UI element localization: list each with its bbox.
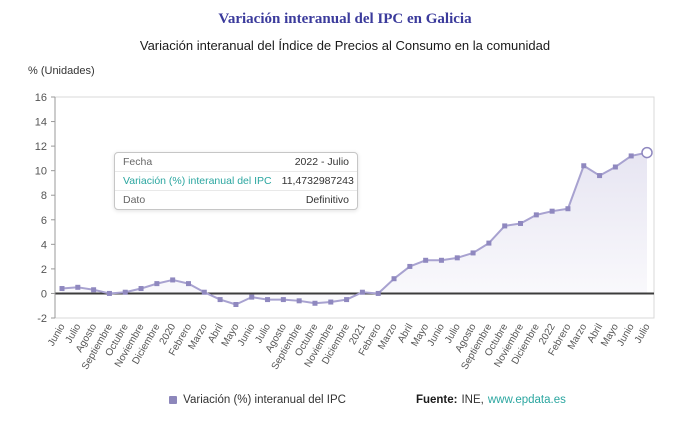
- legend: Variación (%) interanual del IPC: [169, 394, 346, 406]
- tooltip-row-dato: Dato Definitivo: [115, 191, 357, 209]
- data-point-marker[interactable]: [312, 300, 318, 306]
- tooltip-label-variacion: Variación (%) interanual del IPC: [123, 175, 272, 187]
- legend-marker-icon: [169, 396, 178, 404]
- data-point-marker[interactable]: [138, 286, 144, 292]
- data-point-marker[interactable]: [438, 257, 444, 263]
- tooltip-label-dato: Dato: [123, 194, 146, 206]
- source-agency: INE,: [461, 394, 484, 406]
- data-point-marker[interactable]: [106, 290, 112, 296]
- tooltip-row-fecha: Fecha 2022 - Julio: [115, 153, 357, 172]
- tooltip-value-dato: Definitivo: [305, 194, 349, 206]
- data-point-marker[interactable]: [91, 287, 97, 293]
- data-point-marker[interactable]: [502, 223, 508, 229]
- data-point-marker[interactable]: [518, 220, 524, 226]
- data-point-marker[interactable]: [407, 263, 413, 269]
- x-axis-tick-label: Junio: [236, 322, 258, 349]
- tooltip-label-fecha: Fecha: [123, 156, 153, 168]
- data-point-marker[interactable]: [296, 298, 302, 304]
- y-axis-tick-label: 10: [35, 166, 47, 178]
- y-axis-unit-label: % (Unidades): [28, 65, 95, 77]
- y-axis-tick-label: 8: [41, 190, 47, 202]
- data-point-marker[interactable]: [470, 250, 476, 256]
- data-point-marker[interactable]: [612, 164, 618, 170]
- tooltip-row-variacion: Variación (%) interanual del IPC 11,4732…: [115, 172, 357, 191]
- data-point-marker[interactable]: [533, 212, 539, 218]
- y-axis-tick-label: 12: [35, 141, 47, 153]
- data-point-marker[interactable]: [170, 277, 176, 283]
- x-axis-tick-label: Junio: [46, 322, 68, 349]
- y-axis-tick-label: 16: [35, 92, 47, 104]
- y-axis-tick-label: 4: [41, 239, 47, 251]
- data-point-marker[interactable]: [185, 281, 191, 287]
- chart-tooltip: Fecha 2022 - Julio Variación (%) interan…: [114, 152, 358, 210]
- data-point-marker[interactable]: [549, 208, 555, 214]
- data-point-marker[interactable]: [628, 153, 634, 159]
- source-attribution: Fuente: INE, www.epdata.es: [416, 394, 566, 406]
- data-point-marker[interactable]: [486, 240, 492, 246]
- data-point-marker[interactable]: [122, 289, 128, 295]
- x-axis-tick-label: Julio: [633, 322, 653, 346]
- data-point-marker[interactable]: [565, 206, 571, 212]
- x-axis-tick-label: Junio: [615, 322, 637, 349]
- legend-label: Variación (%) interanual del IPC: [183, 394, 346, 406]
- chart-subtitle: Variación interanual del Índice de Preci…: [139, 38, 551, 53]
- data-point-marker[interactable]: [59, 286, 65, 292]
- tooltip-value-variacion: 11,4732987243: [281, 175, 354, 187]
- data-point-marker[interactable]: [391, 276, 397, 282]
- y-axis-tick-label: 2: [41, 264, 47, 276]
- data-point-marker[interactable]: [75, 284, 81, 290]
- data-point-marker[interactable]: [280, 297, 286, 303]
- series-line: [61, 151, 648, 306]
- data-point-marker[interactable]: [328, 299, 334, 305]
- source-label: Fuente:: [415, 394, 458, 406]
- data-point-marker[interactable]: [597, 173, 603, 179]
- tooltip-value-fecha: 2022 - Julio: [294, 156, 349, 168]
- data-point-marker[interactable]: [344, 297, 350, 303]
- highlighted-data-point[interactable]: [641, 146, 653, 159]
- data-point-marker[interactable]: [375, 290, 381, 296]
- data-point-marker[interactable]: [454, 255, 460, 261]
- y-axis-tick-label: 14: [35, 117, 47, 129]
- data-point-marker[interactable]: [217, 297, 223, 303]
- y-axis-tick-label: 6: [41, 215, 47, 227]
- epdata-link[interactable]: www.epdata.es: [487, 394, 566, 406]
- data-point-marker[interactable]: [201, 289, 207, 295]
- x-axis-tick-label: Junio: [426, 322, 448, 349]
- page-title: Variación interanual del IPC en Galicia: [218, 11, 472, 27]
- chart-footer: Variación (%) interanual del IPC Fuente:…: [0, 394, 690, 406]
- data-point-marker[interactable]: [359, 289, 365, 295]
- data-point-marker[interactable]: [233, 301, 239, 307]
- data-point-marker[interactable]: [581, 163, 587, 169]
- data-point-marker[interactable]: [265, 297, 271, 303]
- y-axis-tick-label: 0: [41, 288, 47, 300]
- data-point-marker[interactable]: [423, 257, 429, 263]
- data-point-marker[interactable]: [154, 281, 160, 287]
- series-area: [62, 152, 647, 305]
- data-point-marker[interactable]: [249, 294, 255, 300]
- y-axis-tick-label: -2: [37, 313, 47, 325]
